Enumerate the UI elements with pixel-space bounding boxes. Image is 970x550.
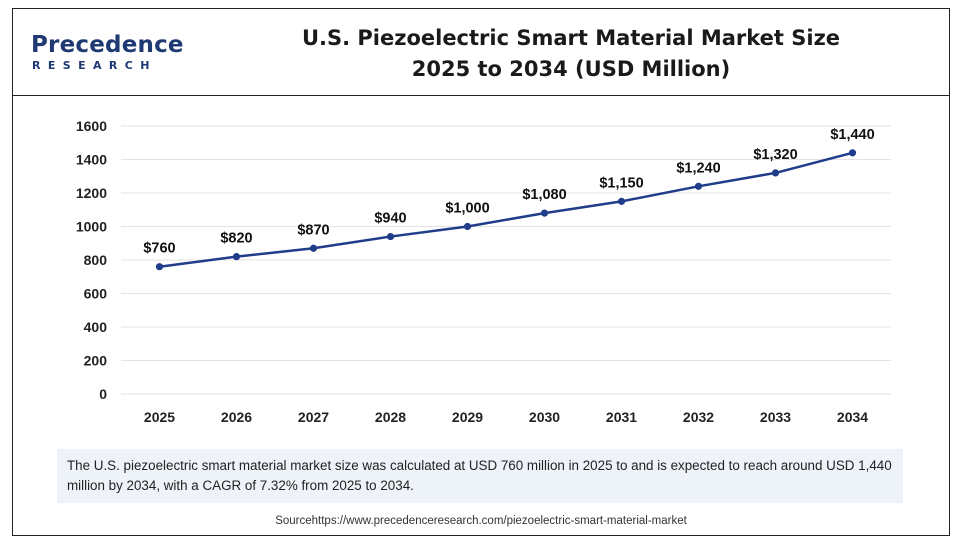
data-point	[309, 244, 318, 252]
data-label: $1,440	[830, 127, 874, 143]
data-point	[155, 263, 164, 271]
x-tick-label: 2026	[221, 409, 252, 425]
header: Precedence RESEARCH U.S. Piezoelectric S…	[13, 9, 949, 96]
logo-main-text: Precedence	[31, 32, 184, 58]
y-tick-label: 0	[99, 386, 107, 402]
y-tick-label: 600	[84, 286, 108, 302]
x-tick-label: 2030	[529, 409, 560, 425]
data-point	[617, 197, 626, 205]
data-label: $1,150	[599, 175, 643, 191]
data-point	[694, 182, 703, 190]
y-tick-label: 1200	[76, 185, 107, 201]
chart-title-line1: U.S. Piezoelectric Smart Material Market…	[301, 26, 841, 50]
data-point	[232, 253, 241, 261]
source-text: Sourcehttps://www.precedenceresearch.com…	[275, 515, 687, 527]
y-tick-label: 1600	[76, 118, 107, 134]
data-label: $940	[374, 211, 406, 227]
x-tick-label: 2032	[683, 409, 714, 425]
data-point	[463, 222, 472, 231]
data-label: $870	[297, 222, 329, 238]
data-point	[386, 232, 395, 241]
y-tick-label: 200	[84, 353, 108, 369]
data-label: $1,240	[676, 160, 720, 176]
y-tick-label: 400	[84, 319, 108, 335]
series-line	[159, 151, 853, 268]
data-label: $820	[220, 231, 252, 247]
chart-frame: Precedence RESEARCH U.S. Piezoelectric S…	[12, 8, 950, 536]
y-tick-label: 1400	[76, 152, 107, 168]
x-tick-label: 2033	[760, 409, 791, 425]
x-tick-label: 2027	[298, 409, 329, 425]
chart-caption: The U.S. piezoelectric smart material ma…	[57, 449, 903, 503]
x-tick-label: 2025	[144, 409, 175, 425]
logo-sub-text: RESEARCH	[32, 59, 157, 72]
company-logo: Precedence RESEARCH	[31, 32, 184, 83]
line-chart: 0 200 400 600 800 1000 1200 1400 1600 2025 2026 202…	[76, 118, 891, 425]
y-tick-label: 800	[84, 252, 108, 268]
chart-title-line2: 2025 to 2034 (USD Million)	[411, 57, 731, 81]
x-tick-label: 2031	[606, 409, 637, 425]
data-label: $1,080	[522, 187, 566, 203]
chart-title: U.S. Piezoelectric Smart Material Market…	[213, 23, 929, 85]
x-tick-label: 2034	[837, 409, 868, 425]
data-label: $760	[143, 241, 175, 257]
data-label: $1,000	[445, 201, 489, 217]
data-label: $1,320	[753, 147, 797, 163]
x-tick-label: 2028	[375, 409, 406, 425]
data-point	[848, 149, 857, 157]
data-point	[771, 169, 780, 177]
data-point	[540, 209, 549, 217]
x-tick-label: 2029	[452, 409, 483, 425]
y-tick-label: 1000	[76, 219, 107, 235]
